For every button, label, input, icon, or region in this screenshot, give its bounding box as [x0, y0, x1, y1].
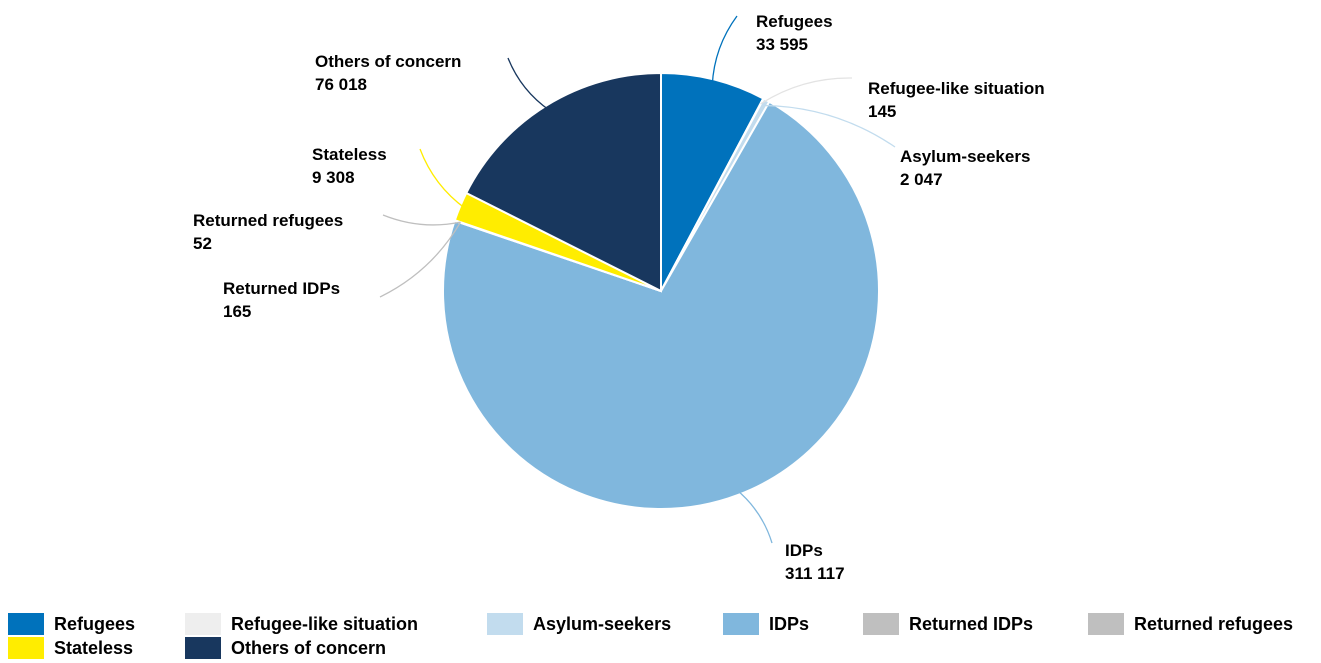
slice-value-asylum-seekers: 2 047: [900, 170, 943, 189]
legend-item-returned-refugees: Returned refugees: [1088, 612, 1293, 636]
slice-value-returned-refugees: 52: [193, 234, 212, 253]
leader-lines: [379, 15, 896, 544]
pie-slice-idps: [442, 100, 880, 510]
slice-label-asylum-seekers: Asylum-seekers: [900, 147, 1030, 166]
slice-label-idps: IDPs: [785, 541, 823, 560]
legend-label-returned-refugees: Returned refugees: [1134, 613, 1294, 634]
legend-swatch-others-of-concern: [185, 637, 221, 659]
legend-swatch-asylum-seekers: [487, 613, 523, 635]
pie-slice-others-of-concern: [464, 71, 662, 293]
legend-label-idps: IDPs: [769, 613, 810, 634]
leader-line-others-of-concern: [507, 57, 551, 112]
slice-label-refugees: Refugees: [756, 12, 833, 31]
legend-label-stateless: Stateless: [54, 637, 134, 658]
slice-value-refugee-like-situation: 145: [868, 102, 896, 121]
slice-value-returned-idps: 165: [223, 302, 251, 321]
legend: Refugees Refugee-like situation Asylum-s…: [8, 612, 1318, 660]
legend-label-returned-idps: Returned IDPs: [909, 613, 1034, 634]
legend-swatch-returned-refugees: [1088, 613, 1124, 635]
legend-item-asylum-seekers: Asylum-seekers: [487, 612, 723, 636]
legend-row-2: Stateless Others of concern: [8, 636, 1318, 660]
leader-line-refugee-like-situation: [760, 77, 853, 105]
slice-label-returned-idps: Returned IDPs: [223, 279, 340, 298]
slice-value-stateless: 9 308: [312, 168, 355, 187]
slice-label-stateless: Stateless: [312, 145, 387, 164]
legend-label-refugees: Refugees: [54, 613, 136, 634]
leader-line-returned-idps: [379, 222, 461, 298]
legend-item-refugees: Refugees: [8, 612, 185, 636]
slice-value-others-of-concern: 76 018: [315, 75, 367, 94]
leader-line-asylum-seekers: [763, 104, 896, 148]
leader-line-idps: [735, 488, 773, 544]
legend-label-refugee-like-situation: Refugee-like situation: [231, 613, 419, 634]
legend-item-refugee-like-situation: Refugee-like situation: [185, 612, 487, 636]
slice-label-others-of-concern: Others of concern: [315, 52, 461, 71]
pie-chart: Refugees 33 595 Refugee-like situation 145 A…: [193, 12, 1045, 583]
pie-slice-refugees: [660, 71, 765, 292]
legend-item-others-of-concern: Others of concern: [185, 636, 386, 660]
legend-row-1: Refugees Refugee-like situation Asylum-s…: [8, 612, 1318, 636]
legend-item-idps: IDPs: [723, 612, 863, 636]
slice-value-refugees: 33 595: [756, 35, 808, 54]
legend-label-asylum-seekers: Asylum-seekers: [533, 613, 672, 634]
legend-swatch-refugees: [8, 613, 44, 635]
legend-swatch-stateless: [8, 637, 44, 659]
legend-swatch-idps: [723, 613, 759, 635]
pie-slices: [442, 71, 880, 510]
slice-label-refugee-like-situation: Refugee-like situation: [868, 79, 1045, 98]
legend-swatch-returned-idps: [863, 613, 899, 635]
slice-label-returned-refugees: Returned refugees: [193, 211, 343, 230]
leader-line-returned-refugees: [382, 214, 461, 226]
legend-item-stateless: Stateless: [8, 636, 185, 660]
slice-labels: Refugees 33 595 Refugee-like situation 145 A…: [193, 12, 1045, 583]
leader-line-refugees: [711, 15, 738, 86]
leader-line-stateless: [419, 148, 467, 210]
legend-swatch-refugee-like-situation: [185, 613, 221, 635]
legend-label-others-of-concern: Others of concern: [231, 637, 387, 658]
slice-value-idps: 311 117: [785, 564, 845, 583]
legend-item-returned-idps: Returned IDPs: [863, 612, 1088, 636]
